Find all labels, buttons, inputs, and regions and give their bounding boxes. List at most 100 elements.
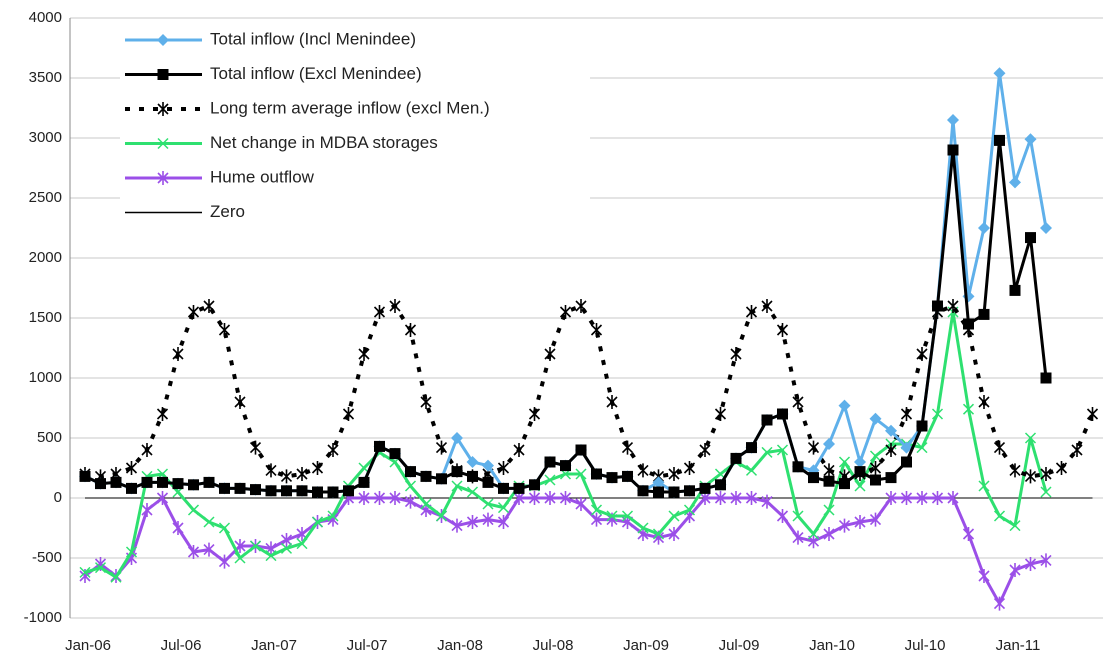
point [187,305,200,319]
point [776,509,789,523]
point [761,414,773,426]
point [280,533,293,547]
y-tick-label: 2500 [29,189,62,206]
point [823,438,835,450]
point [931,408,944,420]
point [637,485,649,497]
point [714,491,727,505]
point [404,494,417,509]
point [978,222,990,234]
series [79,134,1052,498]
point [653,486,664,498]
point [839,478,850,490]
point [1009,463,1021,478]
point [187,504,200,516]
y-tick-label: 1500 [29,309,62,326]
point [854,480,866,492]
point [234,482,246,494]
point [792,461,804,473]
point [249,440,262,455]
point [219,482,230,494]
point [1025,232,1036,244]
point [265,550,277,562]
point [575,299,587,313]
point [1040,222,1052,234]
point [374,440,385,452]
point [683,504,696,516]
point [947,144,959,156]
x-tick-label: Jan-09 [623,637,669,654]
point [978,308,990,320]
point [869,450,882,462]
point [606,395,618,409]
point [885,491,897,505]
point [497,515,510,529]
point [157,171,169,185]
point [280,542,293,554]
point [591,468,602,480]
point [978,395,990,409]
point [203,476,215,488]
x-tick-label: Jul-07 [347,637,388,654]
point [296,538,308,550]
point [947,491,959,505]
point [916,442,928,454]
y-tick-label: 2000 [29,249,62,266]
point [157,137,169,150]
point [544,456,556,468]
point [218,554,231,569]
point [451,432,463,444]
point [900,491,913,505]
point [745,305,758,319]
point [141,476,153,488]
x-tick-label: Jul-08 [533,637,574,654]
point [94,562,107,574]
point [560,460,571,472]
y-tick-label: 4000 [29,9,62,26]
point [808,472,819,484]
point [296,485,308,497]
x-tick-label: Jan-08 [437,637,483,654]
series [79,306,1052,583]
point [900,441,913,454]
point [900,407,913,421]
point [776,444,789,456]
point [156,491,169,505]
point [823,504,835,516]
point [203,299,215,313]
x-tick-label: Jan-06 [65,637,111,654]
point [684,485,695,497]
point [528,407,541,421]
point [466,456,479,468]
point [544,474,556,486]
point [1024,432,1037,444]
point [358,347,370,361]
point [280,469,293,484]
point [79,566,91,578]
point [482,512,494,527]
point [870,474,881,486]
point [776,323,789,337]
point [513,443,525,457]
series [79,491,1052,611]
point [838,456,851,468]
point [187,545,200,559]
point [901,456,912,468]
point [1055,461,1068,475]
point [637,522,649,534]
point [172,521,184,535]
point [947,114,959,126]
point [931,491,944,505]
point [389,491,401,505]
point [250,484,261,496]
point [714,407,727,421]
point [157,69,169,80]
point [110,476,122,488]
point [436,473,447,485]
point [529,479,540,491]
point [745,491,758,505]
point [281,485,292,497]
point [807,440,820,455]
point [404,323,417,337]
